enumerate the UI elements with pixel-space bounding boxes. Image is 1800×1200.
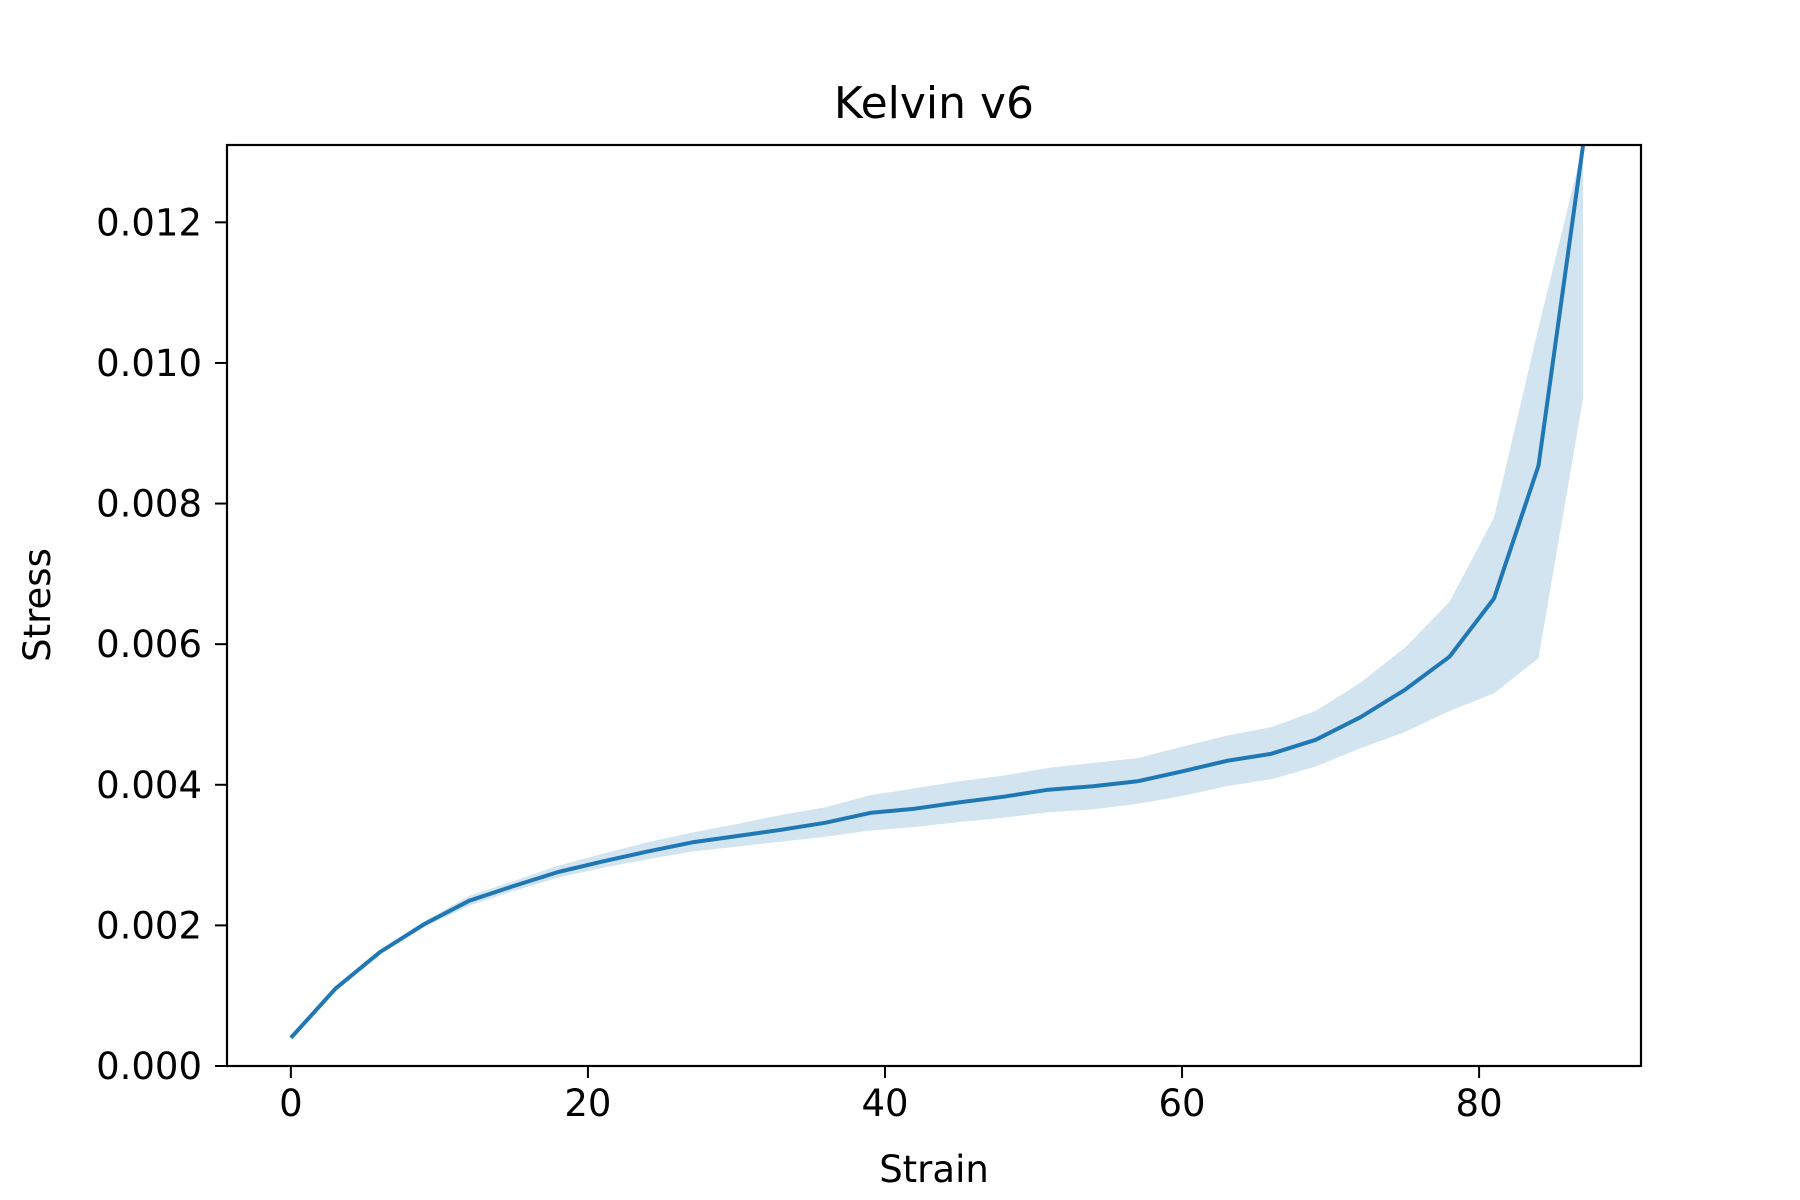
chart-title: Kelvin v6 xyxy=(834,78,1034,129)
x-tick-label: 20 xyxy=(564,1082,611,1125)
y-axis: 0.000 0.002 0.004 0.006 0.008 0.010 0.012 xyxy=(96,201,227,1088)
y-tick-label: 0.008 xyxy=(96,483,202,526)
series-line xyxy=(289,145,1586,1040)
y-tick-label: 0.012 xyxy=(96,201,202,244)
x-tick-label: 60 xyxy=(1158,1082,1205,1125)
x-tick-label: 40 xyxy=(861,1082,908,1125)
plot-area xyxy=(289,145,1586,1040)
y-tick-label: 0.000 xyxy=(96,1045,202,1088)
y-tick-label: 0.010 xyxy=(96,342,202,385)
y-tick-label: 0.004 xyxy=(96,764,202,807)
y-axis-label: Stress xyxy=(16,548,59,662)
plot-frame xyxy=(225,143,1643,1068)
x-axis: 0 20 40 60 80 xyxy=(279,1066,1503,1125)
x-tick-label: 80 xyxy=(1456,1082,1503,1125)
x-tick-label: 0 xyxy=(279,1082,303,1125)
y-tick-label: 0.002 xyxy=(96,904,202,947)
y-tick-label: 0.006 xyxy=(96,623,202,666)
confidence-band xyxy=(290,145,1584,1038)
x-axis-label: Strain xyxy=(879,1148,989,1191)
